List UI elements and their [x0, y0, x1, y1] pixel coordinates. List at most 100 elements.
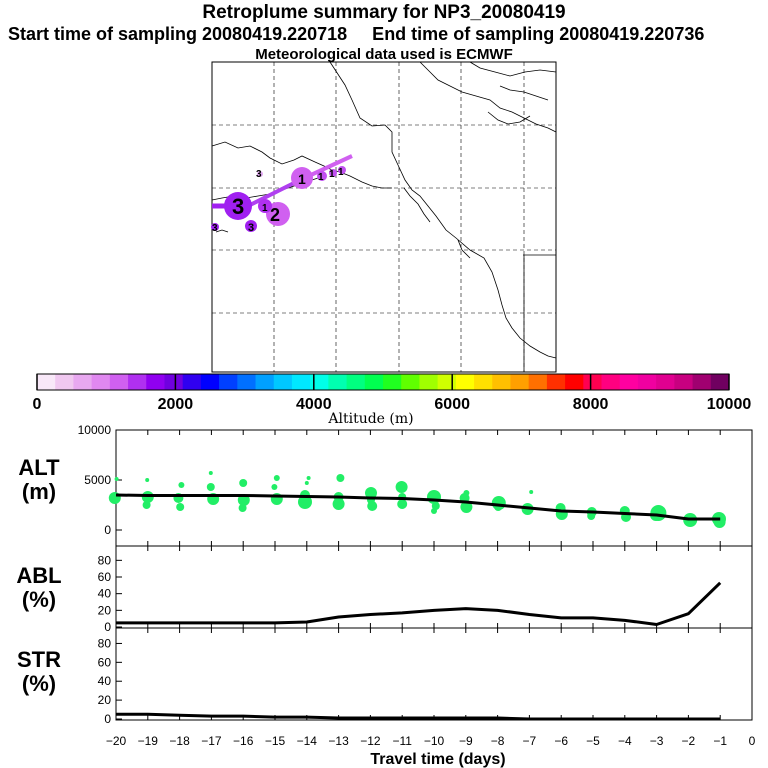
colorbar-swatch	[619, 374, 639, 390]
colorbar-tick-label: 2000	[158, 396, 194, 413]
plume-marker	[266, 202, 290, 226]
abl-series-line	[116, 581, 722, 626]
x-tick-label: −14	[297, 734, 318, 748]
altitude-scatter-point	[176, 503, 185, 511]
plume-label: 1	[338, 167, 344, 178]
colorbar-swatch	[291, 374, 311, 390]
y-tick-label: 40	[98, 587, 112, 601]
altitude-scatter-point	[427, 490, 441, 504]
altitude-scatter-point	[365, 487, 377, 499]
x-tick-label: −5	[586, 734, 600, 748]
x-tick-label: −20	[106, 734, 127, 748]
colorbar-tick-label: 6000	[434, 396, 470, 413]
colorbar-title: Altitude (m)	[327, 411, 413, 427]
plume-label: 3	[232, 194, 244, 219]
alt-series-line	[115, 493, 721, 521]
altitude-colorbar	[36, 373, 730, 391]
panel-frame-abl	[115, 545, 753, 629]
x-tick-label: 0	[749, 734, 756, 748]
abl-ylabel-unit: (%)	[21, 587, 57, 612]
altitude-scatter-point	[208, 471, 213, 475]
colorbar-swatch	[674, 374, 694, 390]
plume-label: 3	[212, 223, 218, 234]
colorbar-swatch	[55, 374, 74, 390]
y-tick-label: 80	[98, 553, 112, 567]
plume-marker	[329, 169, 337, 177]
plume-marker	[245, 220, 257, 232]
colorbar-swatch	[109, 374, 129, 390]
colorbar-swatch	[492, 374, 511, 390]
plume-label: 1	[262, 203, 268, 214]
x-tick-label: −13	[328, 734, 349, 748]
y-tick-label: 20	[98, 603, 112, 617]
plume-label: 1	[318, 172, 324, 183]
y-tick-label: 0	[104, 712, 111, 726]
colorbar-swatch	[401, 374, 420, 390]
colorbar-swatch	[692, 374, 712, 390]
plume-label: 1	[329, 169, 335, 180]
x-tick-label: −1	[713, 734, 727, 748]
y-tick-label: 80	[98, 636, 112, 650]
plume-marker	[211, 223, 219, 231]
plume-marker	[257, 171, 263, 177]
colorbar-swatch	[146, 374, 165, 390]
colorbar-swatch	[219, 374, 238, 390]
plume-marker	[338, 166, 346, 174]
altitude-scatter-point	[304, 481, 309, 485]
colorbar-swatch	[328, 374, 348, 390]
x-tick-label: −16	[233, 734, 254, 748]
colorbar-swatch	[346, 374, 366, 390]
colorbar-swatch	[510, 374, 530, 390]
str-ylabel-name: STR	[17, 647, 61, 672]
colorbar-tick-label: 0	[33, 396, 42, 413]
y-tick-label: 5000	[84, 473, 111, 487]
altitude-scatter-point	[271, 484, 278, 490]
x-tick-label: −8	[491, 734, 505, 748]
x-tick-label: −6	[554, 734, 568, 748]
met-data-line: Meteorological data used is ECMWF	[255, 46, 513, 63]
x-tick-label: −11	[392, 734, 412, 748]
altitude-scatter-point	[145, 478, 150, 482]
colorbar-swatch	[91, 374, 111, 390]
plume-marker	[258, 199, 272, 213]
plume-track	[211, 154, 353, 232]
colorbar-swatch	[601, 374, 621, 390]
altitude-scatter-point	[431, 508, 437, 514]
altitude-scatter-point	[463, 490, 470, 496]
colorbar-swatch	[437, 374, 457, 390]
colorbar-swatch	[237, 374, 257, 390]
colorbar-tick-label: 10000	[707, 396, 752, 413]
colorbar-swatch	[164, 374, 184, 390]
colorbar-swatch	[37, 374, 56, 390]
altitude-scatter-point	[114, 477, 119, 481]
colorbar-swatch	[182, 374, 202, 390]
colorbar-tick-label: 8000	[573, 396, 609, 413]
x-tick-label: −12	[360, 734, 381, 748]
alt-ylabel-name: ALT	[18, 455, 60, 480]
colorbar-swatch	[455, 374, 475, 390]
str-ylabel-unit: (%)	[21, 671, 57, 696]
colorbar-swatch	[364, 374, 384, 390]
panel-frame-str	[115, 627, 753, 721]
colorbar-swatch	[583, 374, 603, 390]
alt-ylabel-unit: (m)	[21, 479, 57, 504]
plume-marker	[224, 192, 252, 220]
colorbar-swatch	[546, 374, 566, 390]
x-tick-label: −9	[459, 734, 473, 748]
str-ylabel: STR (%)	[4, 648, 74, 696]
time-series-panels: 0 5000 10000 0 20 40 60 80 0 20 40 60 80	[78, 423, 753, 726]
colorbar-swatch	[128, 374, 147, 390]
x-tick-label: −3	[650, 734, 664, 748]
colorbar-swatch	[255, 374, 275, 390]
abl-ylabel-name: ABL	[16, 563, 62, 588]
altitude-scatter-point	[431, 502, 440, 510]
y-tick-label: 0	[104, 523, 111, 537]
altitude-scatter-point	[395, 481, 408, 493]
colorbar-tick-label: 4000	[296, 396, 332, 413]
plume-marker	[317, 171, 327, 181]
x-tick-label: −17	[201, 734, 222, 748]
altitude-scatter-point	[460, 501, 473, 513]
colorbar-swatch	[273, 374, 293, 390]
altitude-scatter-point	[273, 475, 280, 481]
colorbar-swatch	[419, 374, 439, 390]
